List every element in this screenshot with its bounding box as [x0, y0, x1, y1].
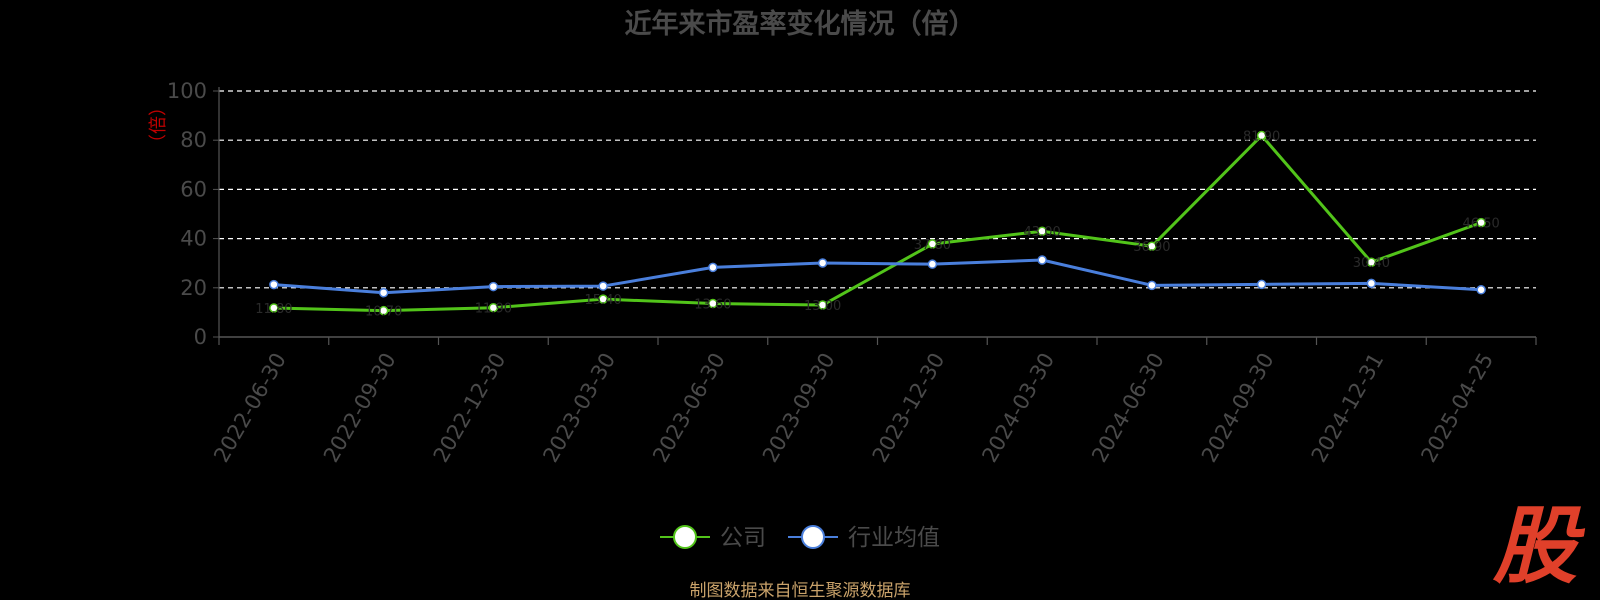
data-point-公司-2023-09-30 [817, 300, 828, 310]
data-point-行业均值-2024-06-30 [1147, 280, 1157, 291]
data-point-公司-2023-03-30 [598, 294, 608, 304]
series-lines: 11.80 10.70 11.90 15.40 13.60 13.00 37.80 43.00… [255, 130, 1499, 320]
x-tick-label-2025-04-25: 2025-04-25 [1416, 349, 1498, 467]
x-tick-label-2024-09-30: 2024-09-30 [1197, 349, 1279, 467]
x-tick-label-2024-06-30: 2024-06-30 [1087, 349, 1169, 467]
data-point-行业均值-2023-12-30 [927, 259, 938, 269]
data-label-公司-2022-06-30: 11.80 [255, 302, 292, 317]
data-point-公司-2024-03-30 [1037, 226, 1047, 236]
data-point-行业均值-2023-03-30 [598, 281, 608, 291]
data-point-行业均值-2023-09-30 [817, 258, 828, 268]
legend-item-行业均值: 行业均值 [788, 525, 940, 551]
legend-marker-行业均值 [801, 525, 825, 549]
data-point-行业均值-2023-06-30 [708, 262, 718, 273]
x-tick-label-2023-09-30: 2023-09-30 [758, 349, 840, 467]
data-point-公司-2024-12-31 [1366, 257, 1377, 267]
data-point-公司-2022-06-30 [269, 303, 279, 313]
data-point-公司-2025-04-25 [1476, 217, 1486, 228]
y-tick-label-20: 20 [180, 276, 207, 300]
data-label-公司-2022-12-30: 11.90 [475, 302, 512, 317]
x-tick-label-2022-09-30: 2022-09-30 [319, 349, 401, 467]
series-行业均值 [269, 255, 1486, 298]
legend-item-公司: 公司 [660, 525, 766, 551]
y-tick-label-40: 40 [180, 227, 207, 251]
data-point-公司-2024-06-30 [1147, 241, 1157, 251]
data-point-公司-2022-12-30 [488, 302, 499, 313]
data-label-公司-2023-12-30: 37.80 [914, 238, 951, 253]
data-point-行业均值-2024-03-30 [1037, 255, 1047, 265]
legend-label-行业均值: 行业均值 [848, 525, 940, 551]
data-label-公司-2025-04-25: 46.50 [1463, 217, 1500, 232]
data-label-公司-2023-09-30: 13.00 [804, 299, 841, 314]
y-tick-labels: 0 20 40 60 80 100 [167, 79, 207, 349]
x-tick-label-2023-12-30: 2023-12-30 [868, 349, 950, 467]
data-point-行业均值-2022-06-30 [269, 279, 279, 290]
data-label-公司-2024-06-30: 36.90 [1133, 240, 1170, 255]
data-label-公司-2023-06-30: 13.60 [694, 298, 731, 313]
x-tick-label-2022-12-30: 2022-12-30 [429, 349, 511, 467]
x-tick-label-2024-03-30: 2024-03-30 [977, 349, 1059, 467]
legend: 公司 行业均值 [660, 525, 940, 551]
data-point-行业均值-2022-09-30 [378, 287, 389, 298]
x-tick-labels: 2022-06-30 2022-09-30 2022-12-30 2023-03-30… [209, 349, 1498, 467]
data-label-公司-2024-09-30: 81.90 [1243, 130, 1280, 145]
series-line-公司 [273, 134, 1482, 313]
data-label-公司-2023-03-30: 15.40 [585, 293, 622, 308]
data-label-公司-2022-09-30: 10.70 [365, 305, 402, 320]
x-tick-label-2024-12-31: 2024-12-31 [1307, 349, 1389, 467]
data-point-行业均值-2025-04-25 [1476, 285, 1486, 295]
axes [213, 87, 1537, 345]
y-tick-label-100: 100 [167, 79, 207, 103]
y-tick-label-60: 60 [180, 177, 207, 201]
series-公司: 11.80 10.70 11.90 15.40 13.60 13.00 37.80 43.00… [255, 130, 1499, 320]
chart-title: 近年来市盈率变化情况（倍） [625, 8, 976, 40]
data-point-公司-2022-09-30 [378, 305, 389, 316]
brand-logo: 股 [1492, 497, 1586, 595]
legend-label-公司: 公司 [720, 525, 766, 551]
x-tick-label-2022-06-30: 2022-06-30 [209, 349, 291, 467]
data-source-note: 制图数据来自恒生聚源数据库 [690, 581, 911, 600]
y-tick-label-0: 0 [194, 325, 207, 349]
series-line-行业均值 [273, 258, 1482, 295]
data-point-公司-2024-09-30 [1256, 130, 1267, 141]
legend-marker-公司 [673, 525, 697, 549]
data-point-行业均值-2022-12-30 [488, 281, 499, 292]
data-point-公司-2023-12-30 [927, 239, 938, 249]
grid-lines [219, 90, 1536, 289]
data-label-公司-2024-12-31: 30.40 [1353, 256, 1390, 271]
data-point-行业均值-2024-09-30 [1256, 279, 1267, 290]
y-tick-label-80: 80 [180, 128, 207, 152]
data-point-行业均值-2024-12-31 [1366, 278, 1377, 289]
data-point-公司-2023-06-30 [708, 298, 718, 309]
y-axis-label: （倍） [148, 98, 169, 152]
data-label-公司-2024-03-30: 43.00 [1024, 225, 1061, 240]
x-tick-label-2023-06-30: 2023-06-30 [648, 349, 730, 467]
x-tick-label-2023-03-30: 2023-03-30 [538, 349, 620, 467]
